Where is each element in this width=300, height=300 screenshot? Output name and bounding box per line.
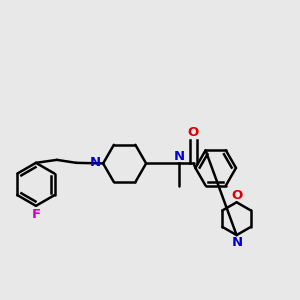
Text: O: O <box>188 126 199 139</box>
Text: N: N <box>173 150 184 164</box>
Text: N: N <box>90 156 101 169</box>
Text: O: O <box>231 189 242 202</box>
Text: F: F <box>32 208 40 221</box>
Text: N: N <box>231 236 242 249</box>
